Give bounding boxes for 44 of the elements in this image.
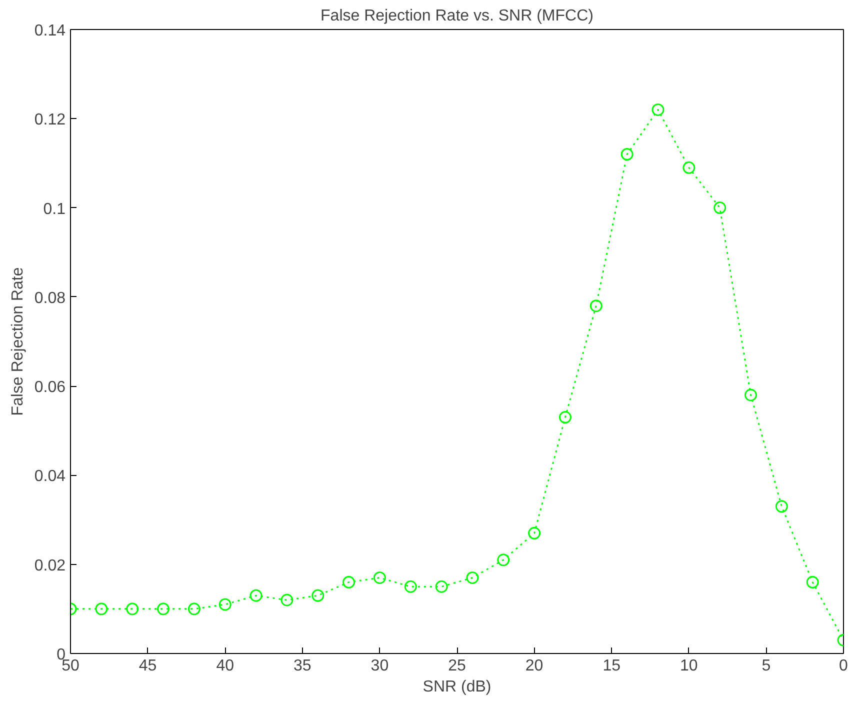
point xyxy=(590,300,602,312)
x-tick-label: 45 xyxy=(138,658,157,674)
point xyxy=(652,103,664,116)
point xyxy=(188,602,200,616)
point xyxy=(620,148,634,161)
point xyxy=(466,571,479,584)
point xyxy=(342,576,356,588)
point xyxy=(558,411,572,424)
x-axis-title: SNR (dB) xyxy=(422,678,492,696)
point xyxy=(126,602,139,616)
point xyxy=(497,554,510,566)
point xyxy=(714,202,726,214)
y-tick-label: 0.12 xyxy=(34,112,66,129)
x-tick-label: 10 xyxy=(680,658,698,674)
point xyxy=(404,580,417,593)
x-tick-label: 35 xyxy=(294,658,312,674)
y-tick-label: 0.1 xyxy=(43,200,66,218)
point xyxy=(806,576,819,588)
x-tick-label: 25 xyxy=(448,658,466,674)
point xyxy=(250,589,262,602)
point xyxy=(435,580,448,593)
point xyxy=(682,161,696,174)
point xyxy=(744,388,757,402)
x-tick-label: 15 xyxy=(602,658,621,674)
point xyxy=(280,594,294,606)
x-tick-label: 5 xyxy=(762,658,771,674)
point xyxy=(528,526,541,540)
x-tick-label: 0 xyxy=(839,658,848,674)
point xyxy=(312,589,324,602)
y-tick-label: 0.06 xyxy=(34,379,66,396)
y-tick-label: 0.02 xyxy=(34,557,66,574)
x-tick-label: 30 xyxy=(370,658,389,674)
x-tick-label: 20 xyxy=(525,658,544,674)
point xyxy=(373,571,386,584)
point xyxy=(157,602,170,616)
point xyxy=(218,598,232,611)
chart-title: False Rejection Rate vs. SNR (MFCC) xyxy=(320,8,594,24)
y-tick-label: 0.08 xyxy=(34,290,66,307)
point xyxy=(95,602,108,616)
x-tick-label: 40 xyxy=(216,658,234,674)
y-tick-label: 0.04 xyxy=(34,468,66,486)
y-axis-title: False Rejection Rate xyxy=(9,267,26,416)
y-tick-label: 0.14 xyxy=(34,22,66,40)
point xyxy=(775,500,788,513)
